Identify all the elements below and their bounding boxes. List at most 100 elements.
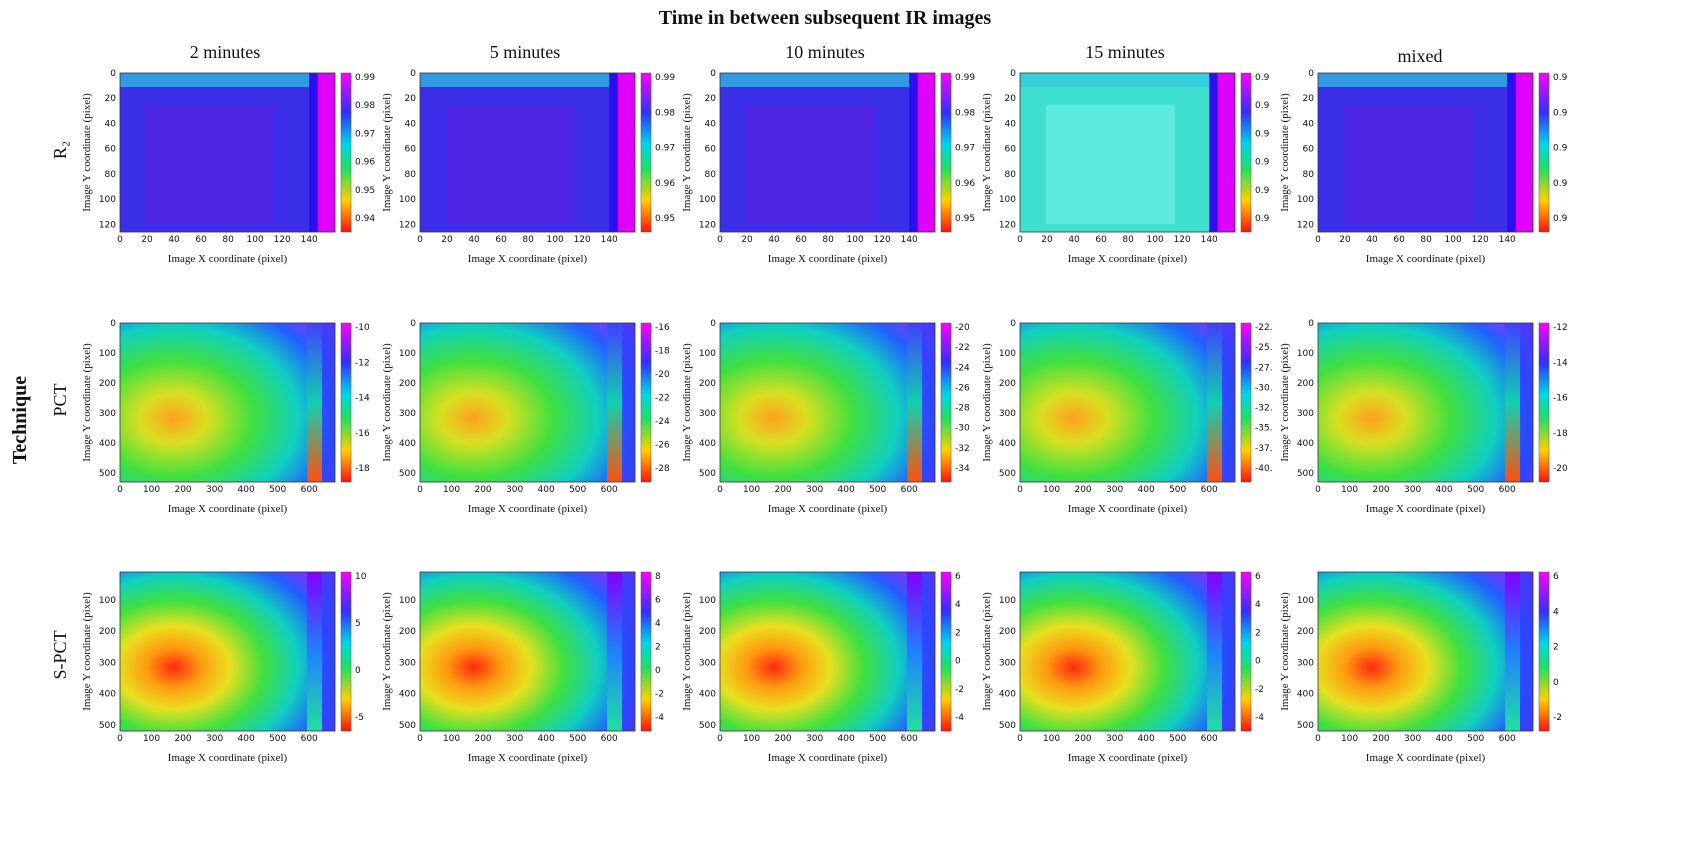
x-tick-label: 400	[238, 485, 255, 495]
y-tick-label: 20	[1303, 94, 1315, 104]
colorbar-tick-label: 0.99	[655, 73, 675, 83]
x-tick-label: 100	[443, 734, 460, 744]
colorbar-tick-label: 0.99	[355, 73, 375, 83]
y-tick-label: 60	[705, 145, 717, 155]
x-tick-label: 100	[847, 235, 864, 245]
y-tick-label: 40	[105, 119, 117, 129]
heatmap-edge	[1318, 73, 1508, 87]
heatmap-strip	[317, 73, 335, 232]
y-tick-label: 0	[410, 69, 416, 79]
x-tick-label: 400	[1436, 485, 1453, 495]
heatmap	[1020, 323, 1235, 482]
x-tick-label: 0	[417, 485, 423, 495]
colorbar-tick-label: 4	[655, 619, 661, 629]
heatmap-strip	[1505, 323, 1521, 482]
heatmap	[1020, 572, 1235, 731]
x-tick-label: 600	[901, 485, 918, 495]
y-tick-label: 100	[399, 596, 416, 606]
x-tick-label: 600	[301, 734, 318, 744]
heatmap-strip	[607, 323, 623, 482]
colorbar	[640, 571, 652, 732]
y-tick-label: 120	[999, 220, 1016, 230]
x-tick-label: 600	[301, 485, 318, 495]
heatmap-strip	[1217, 73, 1235, 232]
heatmap-corner	[922, 572, 935, 731]
y-tick-label: 500	[999, 469, 1016, 479]
colorbar-tick-label: 2	[1553, 643, 1559, 653]
x-tick-label: 100	[743, 734, 760, 744]
colorbar-tick-label: -20	[655, 370, 670, 380]
heatmap-strip	[907, 572, 923, 731]
x-tick-label: 500	[269, 485, 286, 495]
colorbar-tick-label: 2	[955, 628, 961, 638]
x-axis-label: Image X coordinate (pixel)	[1366, 253, 1486, 265]
y-tick-label: 100	[1297, 195, 1314, 205]
heatmap-strip	[307, 323, 323, 482]
x-tick-label: 200	[474, 734, 491, 744]
colorbar-tick-label: -37.	[1255, 444, 1273, 454]
y-tick-label: 40	[1303, 119, 1315, 129]
heatmap-strip	[917, 73, 935, 232]
column-header: mixed	[1398, 46, 1443, 66]
axes-frame	[719, 72, 936, 233]
y-tick-label: 0	[110, 69, 116, 79]
x-tick-label: 20	[1041, 235, 1053, 245]
x-tick-label: 300	[506, 734, 523, 744]
colorbar-tick-label: -4	[955, 713, 964, 723]
colorbar-tick-label: -22	[955, 343, 970, 353]
colorbar-tick-label: 0.95	[355, 186, 375, 196]
heatmap-corner	[322, 323, 335, 482]
y-tick-label: 0	[710, 69, 716, 79]
colorbar-tick-label: 6	[655, 596, 661, 606]
y-tick-label: 300	[999, 658, 1016, 668]
colorbar-tick-label: -12	[1553, 323, 1568, 333]
heatmap-strip	[1507, 73, 1516, 232]
colorbar-tick-label: -26	[955, 383, 970, 393]
y-axis-label: Image Y coordinate (pixel)	[681, 592, 693, 711]
x-tick-label: 200	[174, 485, 191, 495]
x-tick-label: 0	[1017, 235, 1023, 245]
x-tick-label: 0	[117, 235, 123, 245]
colorbar	[1240, 322, 1252, 483]
y-tick-label: 0	[1308, 319, 1314, 329]
colorbar-tick-label: 0	[655, 666, 661, 676]
colorbar-tick-label: -2	[955, 685, 964, 695]
axes-frame	[719, 322, 936, 483]
x-tick-label: 400	[838, 485, 855, 495]
colorbar-tick-label: 0.97	[955, 144, 975, 154]
heatmap-strip	[607, 572, 623, 731]
y-tick-label: 500	[999, 721, 1016, 731]
y-tick-label: 500	[699, 721, 716, 731]
y-tick-label: 200	[999, 627, 1016, 637]
y-tick-label: 500	[399, 721, 416, 731]
x-axis-label: Image X coordinate (pixel)	[1068, 752, 1188, 764]
colorbar-tick-label: -28	[655, 464, 670, 474]
x-tick-label: 100	[743, 485, 760, 495]
x-tick-label: 120	[874, 235, 891, 245]
x-tick-label: 0	[1315, 734, 1321, 744]
axes-frame	[1019, 72, 1236, 233]
x-tick-label: 200	[774, 485, 791, 495]
colorbar-tick-label: 0.9	[1553, 214, 1568, 224]
colorbar-tick-label: 0.9	[1255, 73, 1270, 83]
x-axis-label: Image X coordinate (pixel)	[1366, 503, 1486, 515]
x-tick-label: 300	[1404, 485, 1421, 495]
colorbar-tick-label: -30.	[1255, 383, 1273, 393]
x-tick-label: 0	[1315, 235, 1321, 245]
x-tick-label: 40	[1366, 235, 1378, 245]
colorbar	[340, 322, 352, 483]
x-tick-label: 100	[547, 235, 564, 245]
y-tick-label: 100	[1297, 596, 1314, 606]
colorbar-tick-label: 0.9	[1553, 73, 1568, 83]
axes-frame	[119, 322, 336, 483]
y-tick-label: 120	[99, 220, 116, 230]
x-tick-label: 500	[269, 734, 286, 744]
y-tick-label: 20	[105, 94, 117, 104]
x-tick-label: 200	[1372, 485, 1389, 495]
x-axis-label: Image X coordinate (pixel)	[468, 503, 588, 515]
x-tick-label: 300	[506, 485, 523, 495]
colorbar-tick-label: 0.9	[1553, 179, 1568, 189]
heatmap	[420, 323, 635, 482]
x-tick-label: 600	[601, 485, 618, 495]
